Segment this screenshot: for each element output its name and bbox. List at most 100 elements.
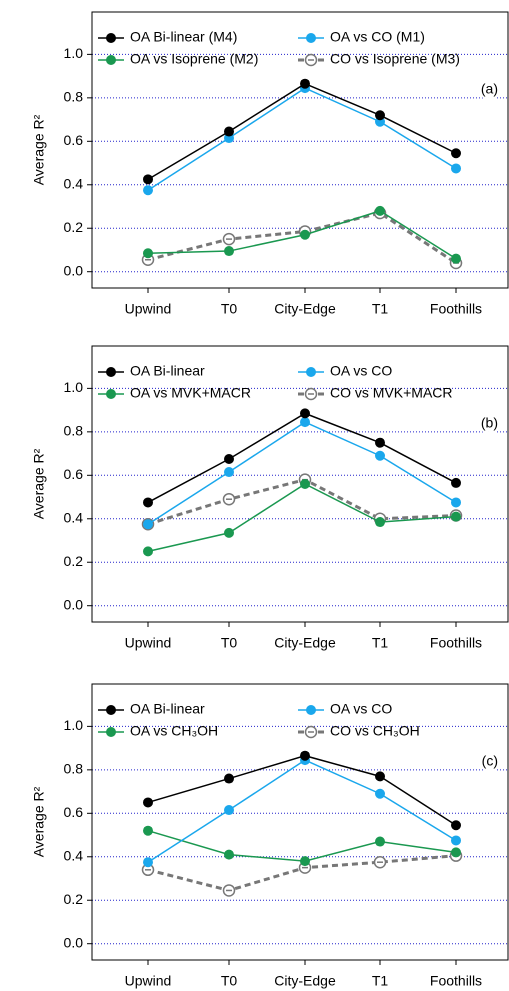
marker	[451, 820, 461, 831]
x-tick-label: T0	[221, 973, 238, 989]
marker	[451, 847, 461, 858]
marker	[375, 771, 385, 782]
legend-label: OA vs MVK+MACR	[130, 385, 251, 401]
marker	[224, 467, 234, 478]
y-tick-label: 0.8	[64, 423, 84, 439]
y-tick-label: 0.4	[64, 509, 84, 525]
y-tick-label: 0.8	[64, 761, 84, 777]
marker	[375, 788, 385, 799]
marker	[375, 517, 385, 528]
x-tick-label: City-Edge	[274, 635, 336, 651]
y-tick-label: 1.0	[64, 717, 84, 733]
marker	[143, 857, 153, 868]
plot-frame	[91, 11, 509, 289]
x-tick-label: Upwind	[125, 301, 172, 317]
legend-label: OA vs Isoprene (M2)	[130, 51, 258, 67]
series-line	[147, 211, 457, 265]
y-axis-label: Average R²	[31, 448, 47, 519]
y-tick-label: 0.6	[64, 466, 84, 482]
y-tick-label: 0.2	[64, 219, 84, 235]
marker	[143, 797, 153, 808]
marker	[143, 497, 153, 508]
marker	[143, 185, 153, 196]
legend-marker	[106, 389, 116, 399]
marker	[300, 417, 310, 428]
x-tick-label: Foothills	[430, 973, 482, 989]
marker	[375, 450, 385, 461]
x-tick-label: Upwind	[125, 635, 172, 651]
x-tick-label: T1	[372, 635, 389, 651]
x-tick-label: Foothills	[430, 301, 482, 317]
legend-marker	[106, 33, 116, 43]
series-line	[147, 412, 457, 504]
marker	[222, 884, 236, 897]
legend-label: CO vs MVK+MACR	[330, 385, 453, 401]
legend-label: OA vs CO (M1)	[330, 29, 425, 45]
legend-label: OA Bi-linear (M4)	[130, 29, 237, 45]
legend-marker	[304, 725, 318, 739]
legend-marker	[306, 33, 316, 43]
y-tick-label: 0.0	[64, 262, 84, 278]
panel: 0.0 0.2 0.4 0.6 0.8 1.0 Average R² (c) Upwind T0 C…	[31, 683, 509, 989]
y-tick-label: 0.8	[64, 89, 84, 105]
y-tick-label: 0.0	[64, 596, 84, 612]
marker	[375, 205, 385, 216]
marker	[451, 497, 461, 508]
y-tick-label: 0.4	[64, 847, 84, 863]
legend-marker	[304, 53, 318, 67]
marker	[143, 248, 153, 259]
marker	[300, 750, 310, 761]
marker	[451, 163, 461, 174]
marker	[451, 511, 461, 522]
y-tick-label: 0.0	[64, 934, 84, 950]
marker	[143, 174, 153, 185]
y-tick-label: 0.6	[64, 132, 84, 148]
legend-marker	[106, 55, 116, 65]
legend-marker	[306, 705, 316, 715]
y-tick-label: 0.6	[64, 804, 84, 820]
marker	[300, 229, 310, 240]
marker	[224, 246, 234, 257]
x-tick-label: Upwind	[125, 973, 172, 989]
y-tick-label: 0.2	[64, 553, 84, 569]
y-tick-label: 0.4	[64, 175, 84, 191]
legend-label: OA Bi-linear	[130, 701, 205, 717]
legend-label: CO vs CH₃OH	[330, 723, 420, 739]
marker	[224, 805, 234, 816]
legend-marker	[106, 705, 116, 715]
series-line	[147, 87, 457, 191]
legend-label: OA Bi-linear	[130, 363, 205, 379]
legend-marker	[306, 367, 316, 377]
x-tick-label: City-Edge	[274, 973, 336, 989]
marker	[143, 519, 153, 530]
x-tick-label: T1	[372, 301, 389, 317]
panel-label: (a)	[481, 81, 498, 97]
marker	[143, 825, 153, 836]
marker	[300, 78, 310, 89]
marker	[222, 232, 236, 246]
x-tick-label: City-Edge	[274, 301, 336, 317]
y-axis-label: Average R²	[31, 786, 47, 857]
legend-label: OA vs CH₃OH	[130, 723, 218, 739]
marker	[451, 253, 461, 264]
marker	[224, 849, 234, 860]
marker	[375, 110, 385, 121]
marker	[300, 856, 310, 867]
y-tick-label: 0.2	[64, 891, 84, 907]
y-tick-label: 1.0	[64, 45, 84, 61]
panel: 0.0 0.2 0.4 0.6 0.8 1.0 Average R² (b) Upwind T0 C…	[31, 345, 509, 651]
marker	[224, 126, 234, 137]
x-tick-label: T0	[221, 635, 238, 651]
marker	[222, 492, 236, 506]
marker	[224, 527, 234, 538]
marker	[451, 477, 461, 488]
series-line	[147, 754, 457, 826]
legend-marker	[106, 727, 116, 737]
marker	[375, 437, 385, 448]
panel: 0.0 0.2 0.4 0.6 0.8 1.0 Average R² (a) Upwind T0 C…	[31, 11, 509, 317]
series-line	[147, 421, 457, 525]
marker	[224, 454, 234, 465]
x-tick-label: T0	[221, 301, 238, 317]
plot-frame	[91, 345, 509, 623]
marker	[300, 408, 310, 419]
